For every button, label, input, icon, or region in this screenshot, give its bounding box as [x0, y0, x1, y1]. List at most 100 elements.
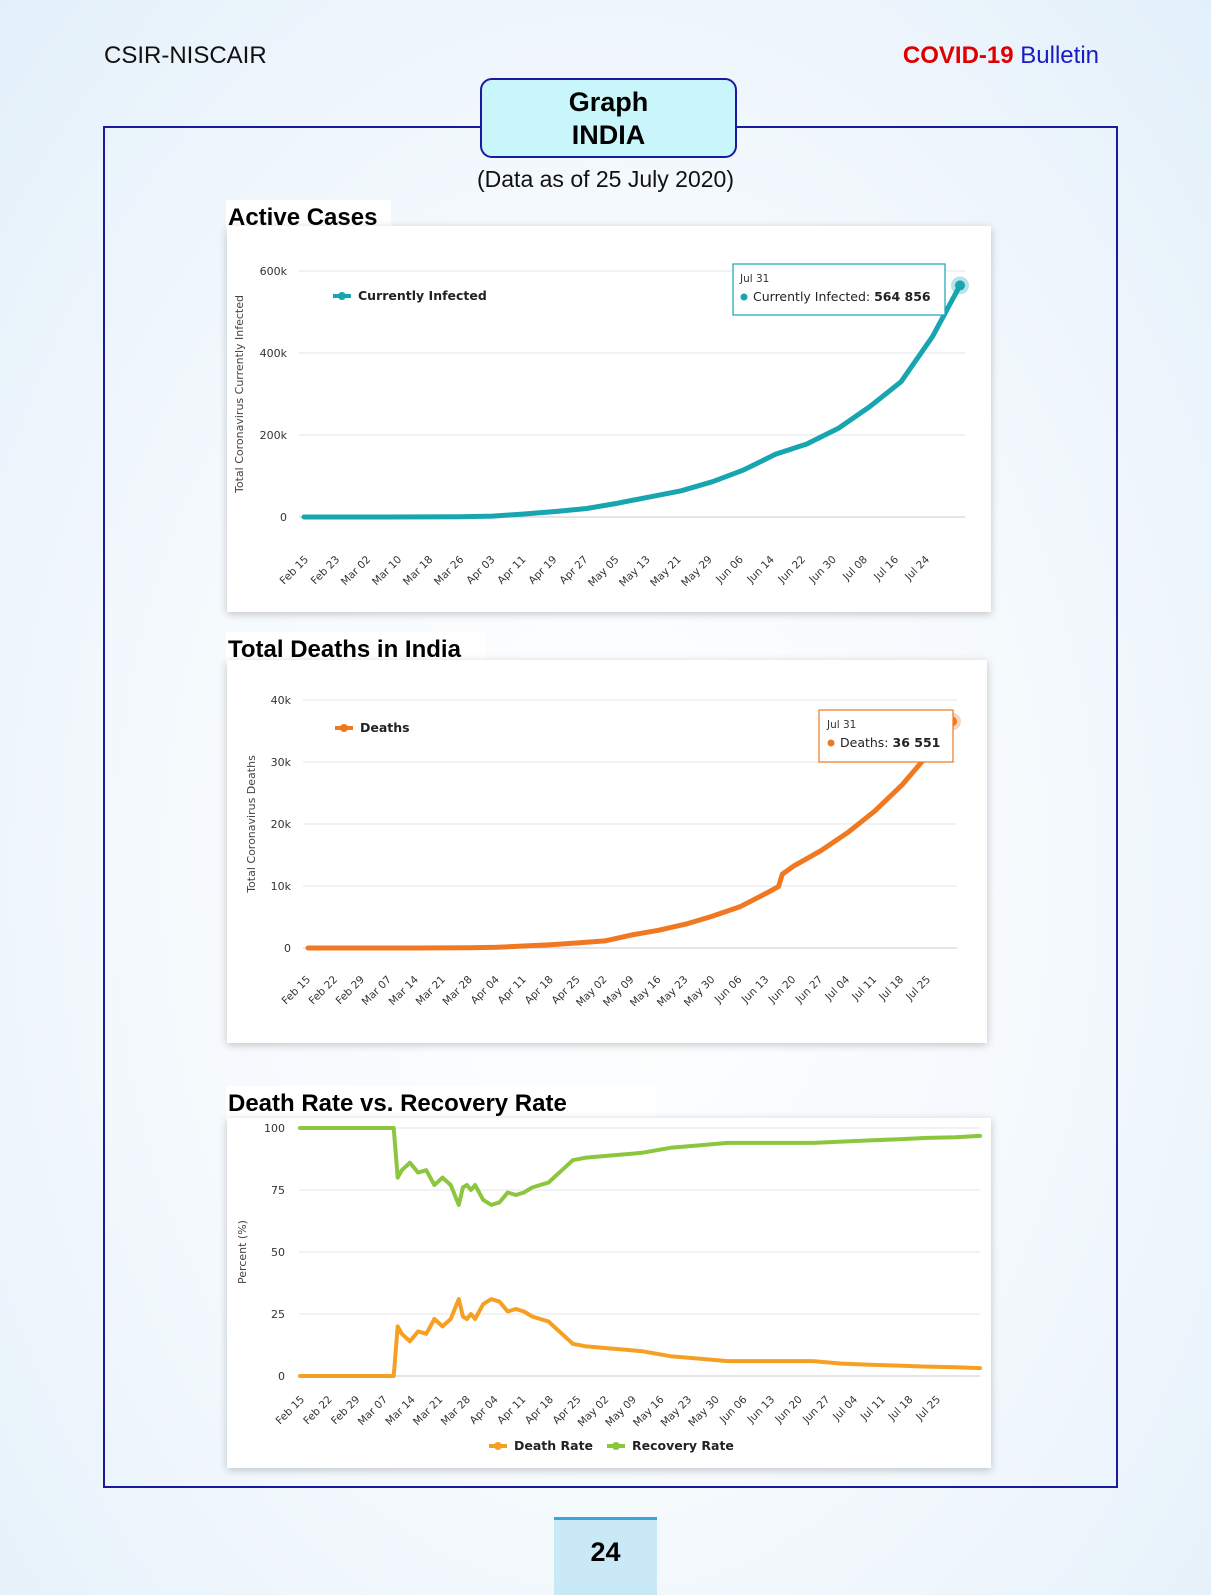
active-cases-chart: 0 200k 400k 600k Total Coronavirus Currently… — [233, 263, 969, 590]
y-tick-label: 40k — [271, 694, 292, 707]
bulletin-covid: COVID-19 — [902, 42, 1014, 69]
x-tick-label: Jul 04 — [822, 973, 852, 1003]
series-line-death-rate — [298, 1297, 982, 1378]
chart-panel-rates: 0 25 50 75 100 Percent (%) Feb 15 Feb 22 Feb 29 M… — [227, 1118, 991, 1468]
y-axis-title: Total Coronavirus Currently Infected — [233, 295, 246, 494]
bulletin-word: Bulletin — [1020, 42, 1099, 69]
x-tick-label: Mar 21 — [411, 1394, 445, 1428]
x-tick-label: May 21 — [648, 554, 684, 590]
data-as-of: (Data as of 25 July 2020) — [477, 166, 734, 192]
series-line-recovery-rate — [298, 1126, 982, 1207]
x-tick-label: Mar 02 — [339, 554, 373, 588]
x-tick-label: Apr 18 — [523, 974, 556, 1007]
legend-label-deaths: Deaths — [360, 720, 410, 735]
x-tick-label: Mar 28 — [441, 974, 475, 1008]
page-title-line1: Graph — [568, 87, 649, 117]
x-tick-label: Apr 11 — [496, 974, 529, 1007]
endpoint-marker — [955, 280, 965, 291]
x-tick-label: Feb 15 — [274, 1394, 307, 1427]
chart-title-rates: Death Rate vs. Recovery Rate — [226, 1086, 657, 1120]
x-tick-label: Mar 26 — [432, 553, 467, 588]
x-tick-label: Jun 06 — [712, 973, 745, 1006]
x-tick-label: May 13 — [617, 554, 653, 590]
x-tick-label: Jul 18 — [876, 974, 906, 1004]
x-tick-label: Apr 11 — [495, 554, 528, 587]
tooltip-text: Currently Infected: 564 856 — [753, 289, 931, 304]
x-tick-label: Jun 20 — [772, 1394, 805, 1427]
x-tick-label: Jun 13 — [745, 1394, 778, 1427]
deaths-chart: 0 10k 20k 30k 40k Total Coronavirus Deaths Feb… — [245, 694, 961, 1009]
legend-marker-death-rate — [494, 1442, 502, 1450]
y-axis-title: Total Coronavirus Deaths — [245, 755, 258, 894]
x-tick-label: Jul 25 — [903, 974, 933, 1004]
tooltip-dot — [827, 739, 835, 747]
x-tick-label: Mar 14 — [383, 1393, 418, 1428]
y-tick-label: 25 — [271, 1308, 285, 1321]
y-axis-title: Percent (%) — [236, 1220, 249, 1284]
y-tick-label: 100 — [264, 1122, 285, 1135]
page-number: 24 — [554, 1517, 657, 1595]
x-tick-label: Mar 10 — [370, 554, 404, 588]
tooltip-value: 36 551 — [893, 735, 941, 750]
tooltip-text: Deaths: 36 551 — [840, 735, 940, 750]
x-tick-label: Jul 18 — [886, 1394, 916, 1424]
page-title-line2: INDIA — [571, 120, 646, 150]
x-tick-label: Jun 14 — [744, 553, 777, 586]
chart-panel-active-cases: 0 200k 400k 600k Total Coronavirus Currently… — [227, 226, 991, 612]
y-tick-label: 0 — [278, 1370, 285, 1383]
x-tick-label: May 29 — [679, 554, 715, 590]
legend-marker-deaths — [340, 724, 348, 732]
x-tick-label: Jul 16 — [871, 553, 901, 583]
x-tick-label: May 05 — [586, 554, 622, 590]
tooltip-box — [732, 263, 946, 316]
x-tick-label: Feb 22 — [307, 974, 340, 1007]
y-tick-label: 200k — [260, 429, 288, 442]
tooltip-value: 564 856 — [874, 289, 931, 304]
chart-panel-deaths: 0 10k 20k 30k 40k Total Coronavirus Deaths Feb… — [227, 660, 987, 1043]
x-tick-label: Apr 19 — [526, 554, 559, 587]
y-tick-label: 75 — [271, 1184, 285, 1197]
x-tick-label: Jul 11 — [849, 974, 879, 1004]
x-tick-label: Jun 06 — [717, 1393, 750, 1426]
x-tick-label: Jun 06 — [713, 553, 746, 586]
series-line-deaths — [305, 718, 955, 951]
x-tick-label: Apr 18 — [523, 1394, 556, 1427]
tooltip-label: Deaths: — [840, 735, 893, 750]
x-tick-label: Jun 30 — [806, 554, 839, 587]
y-tick-label: 50 — [271, 1246, 285, 1259]
x-tick-label: Jul 04 — [830, 1393, 860, 1423]
y-tick-label: 600k — [260, 265, 288, 278]
x-tick-label: Mar 18 — [401, 554, 435, 588]
tooltip-dot — [740, 293, 748, 301]
tooltip-date: Jul 31 — [739, 273, 769, 285]
tooltip-date: Jul 31 — [826, 719, 856, 731]
x-tick-label: Apr 04 — [469, 973, 502, 1006]
x-tick-label: Apr 04 — [468, 1393, 501, 1426]
x-tick-label: Jul 08 — [840, 554, 870, 584]
series-line-currently-infected — [301, 282, 963, 520]
x-tick-label: Apr 27 — [557, 554, 590, 587]
x-tick-label: Jul 25 — [913, 1394, 943, 1424]
legend-label-death-rate: Death Rate — [514, 1438, 593, 1453]
y-tick-label: 30k — [271, 756, 292, 769]
legend-label-currently-infected: Currently Infected — [358, 288, 487, 303]
y-tick-label: 0 — [284, 942, 291, 955]
x-tick-label: Jun 27 — [793, 974, 826, 1007]
x-tick-label: Feb 15 — [278, 554, 311, 587]
x-tick-label: Mar 28 — [439, 1394, 473, 1428]
x-tick-label: Apr 03 — [464, 554, 497, 587]
bulletin-title: COVID-19 Bulletin — [903, 42, 1099, 70]
x-tick-label: Feb 22 — [301, 1394, 334, 1427]
org-name: CSIR-NISCAIR — [104, 42, 267, 69]
legend-label-recovery-rate: Recovery Rate — [632, 1438, 734, 1453]
y-tick-label: 400k — [260, 347, 288, 360]
x-tick-label: Apr 11 — [495, 1394, 528, 1427]
y-tick-label: 10k — [271, 880, 292, 893]
tooltip-box — [818, 709, 954, 763]
x-tick-label: Feb 23 — [309, 554, 342, 587]
x-tick-label: Jul 24 — [902, 553, 932, 583]
legend-marker-recovery-rate — [612, 1442, 620, 1450]
legend-marker-currently-infected — [338, 292, 346, 300]
x-tick-label: Jun 20 — [766, 974, 799, 1007]
